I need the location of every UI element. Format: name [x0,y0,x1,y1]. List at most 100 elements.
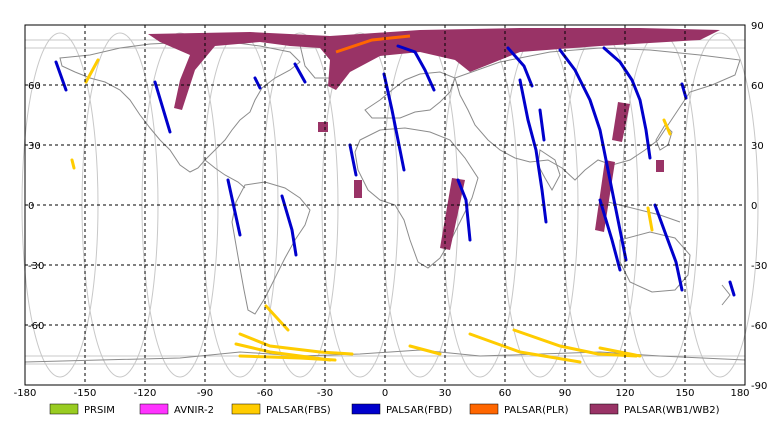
wb-swath [354,180,362,198]
fbd-swath [598,198,622,272]
fbd-swath [602,46,652,160]
lat-tick-label: -60 [28,321,44,332]
fbd-swath [506,46,534,88]
south-america-outline [231,181,311,315]
legend-label-prsim: PRSIM [84,405,115,416]
orbit-tracks [21,32,759,378]
plr-swath [335,34,411,54]
japan-outline [655,124,673,151]
antarctica-outline [24,349,746,363]
legend-label-avnir: AVNIR-2 [174,405,214,416]
africa-outline [354,127,479,269]
legend-swatch-wb [589,403,619,415]
europe-outline [364,71,456,119]
fbd-swath [558,48,628,262]
wb-swaths [148,28,720,250]
legend-item-fbd: PALSAR(FBD) [351,403,452,416]
legend-item-wb: PALSAR(WB1/WB2) [589,403,720,416]
wb-top-band [148,28,720,110]
lon-tick-label: 60 [499,388,512,399]
lon-tick-label: 120 [615,388,634,399]
fbd-swath [54,60,68,92]
lat-tick-label: -30 [28,261,44,272]
lat-tick-label: 60 [751,81,764,92]
fbd-swath [728,280,736,297]
fbd-swath [538,108,546,142]
central-america-outline [204,159,246,189]
lon-tick-label: -60 [257,388,273,399]
lon-tick-label: -90 [197,388,213,399]
legend-label-plr: PALSAR(PLR) [504,405,569,416]
asia-outline [454,47,741,181]
lat-tick-labels-left: 60 30 0 -30 -60 [28,81,44,332]
lat-tick-label: -60 [751,321,767,332]
wb-swath [440,178,465,250]
fbs-swath [408,344,442,356]
fbd-swath [518,78,548,224]
legend-item-prsim: PRSIM [49,403,115,416]
legend-item-plr: PALSAR(PLR) [469,403,569,416]
new-zealand-outline [721,284,731,306]
fbs-swath [512,328,638,358]
lat-tick-label: 30 [28,141,41,152]
lon-tick-label: 150 [675,388,694,399]
legend-swatch-fbd [351,403,381,415]
legend-swatch-plr [469,403,499,415]
lon-tick-label: 90 [559,388,572,399]
fbd-swath [253,76,262,90]
lon-tick-label: -150 [74,388,97,399]
lat-tick-label: 60 [28,81,41,92]
lat-tick-label: 30 [751,141,764,152]
lon-tick-label: 30 [439,388,452,399]
fbs-swaths [70,58,672,364]
lat-tick-label: 90 [751,21,764,32]
fbd-swath [680,82,688,100]
plr-swaths [335,34,411,54]
legend-item-fbs: PALSAR(FBS) [231,403,331,416]
lon-tick-label: 0 [382,388,388,399]
fbs-swath [598,346,642,358]
lon-tick-label: -30 [317,388,333,399]
fbd-swath [396,44,436,92]
fbs-swath [70,158,76,170]
legend-swatch-fbs [231,403,261,415]
wb-swath [656,160,664,172]
graticule [25,25,745,385]
legend: PRSIM AVNIR-2 PALSAR(FBS) PALSAR(FBD) PA… [49,403,720,416]
lon-tick-label: 180 [730,388,749,399]
fbs-swath [238,354,337,362]
lon-tick-labels: -180 -150 -120 -90 -60 -30 0 30 60 90 12… [14,388,750,399]
fbs-swath [84,58,100,84]
fbd-swath [293,62,307,84]
fbd-swath [456,178,472,242]
lat-tick-label: 0 [751,201,757,212]
fbd-swath [226,178,242,237]
lat-tick-label: 0 [28,201,34,212]
fbs-swath [662,118,672,136]
legend-swatch-prsim [49,403,79,415]
legend-label-fbd: PALSAR(FBD) [386,405,452,416]
wb-swath [318,122,328,132]
fbs-swath [468,332,582,364]
lat-tick-label: -90 [751,381,767,392]
lat-tick-labels-right: 90 60 30 0 -30 -60 -90 [751,21,767,392]
indonesia-outline [599,199,681,223]
lon-tick-label: -120 [134,388,157,399]
wb-swath [612,102,630,142]
fbd-swath [280,194,298,257]
fbs-swath [238,332,354,356]
legend-item-avnir: AVNIR-2 [139,403,214,416]
lat-tick-label: -30 [751,261,767,272]
fbd-swath [382,72,406,172]
legend-label-wb: PALSAR(WB1/WB2) [624,405,720,416]
fbs-swath [646,206,654,232]
map-frame [24,24,746,386]
legend-swatch-avnir [139,403,169,415]
fbd-swath [653,203,684,292]
fbd-swaths [54,44,736,297]
lon-tick-label: -180 [14,388,37,399]
fbs-swath [264,304,290,332]
fbd-swath [348,143,358,177]
